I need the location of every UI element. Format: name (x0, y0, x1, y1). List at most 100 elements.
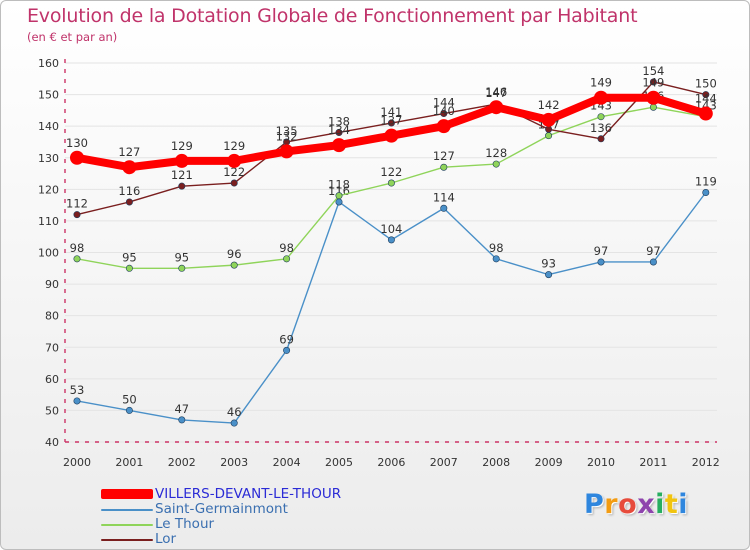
data-point (70, 150, 84, 165)
x-tick-label: 2003 (220, 456, 248, 469)
data-point (387, 236, 395, 244)
logo-letter: x (637, 489, 656, 520)
data-point (178, 264, 186, 272)
data-point (332, 138, 346, 153)
legend-label: Saint-Germainmont (155, 501, 288, 517)
x-tick-label: 2007 (430, 456, 458, 469)
legend-swatch (101, 509, 153, 511)
data-point (73, 255, 81, 263)
data-point (178, 182, 186, 190)
x-tick-label: 2012 (692, 456, 720, 469)
data-label: 122 (380, 165, 402, 179)
data-point (387, 179, 395, 187)
data-point (125, 406, 133, 414)
x-tick-label: 2000 (63, 456, 91, 469)
data-label: 130 (66, 136, 88, 150)
x-tick-label: 2008 (482, 456, 510, 469)
data-label: 149 (642, 76, 664, 90)
data-point (649, 258, 657, 266)
data-label: 116 (118, 184, 140, 198)
logo-letter: t (664, 489, 679, 520)
data-label: 98 (489, 241, 504, 255)
data-point (283, 255, 291, 263)
legend-label: Le Thour (155, 516, 215, 532)
data-point (541, 112, 556, 127)
logo-letter: r (604, 489, 619, 520)
y-tick-label: 90 (45, 278, 59, 291)
data-label: 122 (223, 165, 245, 179)
data-label: 47 (174, 402, 189, 416)
data-point (698, 106, 713, 121)
data-point (440, 163, 448, 171)
data-point (174, 153, 189, 168)
data-label: 95 (122, 250, 137, 264)
data-point (335, 192, 343, 200)
data-point (436, 119, 451, 134)
data-label: 98 (279, 241, 294, 255)
data-label: 97 (646, 244, 661, 258)
data-label: 142 (538, 98, 560, 112)
data-label: 114 (433, 190, 455, 204)
data-point (489, 100, 504, 115)
x-tick-label: 2011 (639, 456, 667, 469)
y-tick-label: 140 (38, 120, 59, 133)
data-point (440, 204, 448, 212)
data-label: 147 (485, 86, 507, 100)
data-label: 104 (380, 222, 402, 236)
data-point (545, 132, 553, 140)
logo-letter: i (678, 489, 689, 520)
data-label: 53 (70, 383, 85, 397)
data-label: 121 (171, 168, 193, 182)
y-tick-label: 60 (45, 373, 59, 386)
data-point (384, 128, 399, 143)
data-point (649, 78, 657, 86)
data-label: 118 (328, 178, 350, 192)
x-tick-label: 2004 (273, 456, 301, 469)
data-label: 135 (276, 124, 298, 138)
y-tick-label: 50 (45, 404, 59, 417)
data-point (597, 258, 605, 266)
data-point (594, 90, 608, 105)
data-label: 149 (590, 76, 612, 90)
legend-swatch (101, 489, 153, 499)
x-tick-label: 2005 (325, 456, 353, 469)
y-tick-label: 80 (45, 310, 59, 323)
x-tick-label: 2010 (587, 456, 615, 469)
data-label: 134 (328, 123, 350, 137)
logo-letter: o (618, 489, 638, 520)
data-label: 137 (380, 114, 402, 128)
logo-letter: i (655, 489, 665, 520)
data-label: 129 (223, 139, 245, 153)
data-point (646, 90, 661, 105)
legend-label: VILLERS-DEVANT-LE-THOUR (155, 486, 342, 502)
data-label: 69 (279, 332, 294, 346)
y-tick-label: 100 (38, 247, 59, 260)
data-label: 154 (642, 64, 664, 78)
data-point (122, 160, 137, 175)
data-label: 119 (695, 174, 717, 188)
data-label: 140 (433, 104, 455, 118)
x-tick-label: 2002 (168, 456, 196, 469)
y-tick-label: 150 (38, 89, 59, 102)
logo-letter: P (584, 489, 605, 520)
data-point (230, 419, 238, 427)
legend-swatch (101, 539, 153, 541)
legend-swatch (101, 524, 153, 526)
data-label: 46 (227, 405, 242, 419)
data-label: 127 (433, 149, 455, 163)
data-label: 144 (695, 92, 717, 106)
data-label: 97 (594, 244, 609, 258)
y-tick-label: 160 (38, 57, 59, 70)
data-point (227, 153, 242, 168)
proxiti-logo: Proxiti (584, 489, 688, 520)
data-point (702, 91, 710, 99)
data-point (73, 211, 81, 219)
data-label: 146 (485, 85, 507, 99)
y-tick-label: 130 (38, 152, 59, 165)
y-tick-label: 120 (38, 183, 59, 196)
data-point (125, 198, 133, 206)
data-point (279, 144, 294, 159)
data-label: 132 (276, 129, 298, 143)
